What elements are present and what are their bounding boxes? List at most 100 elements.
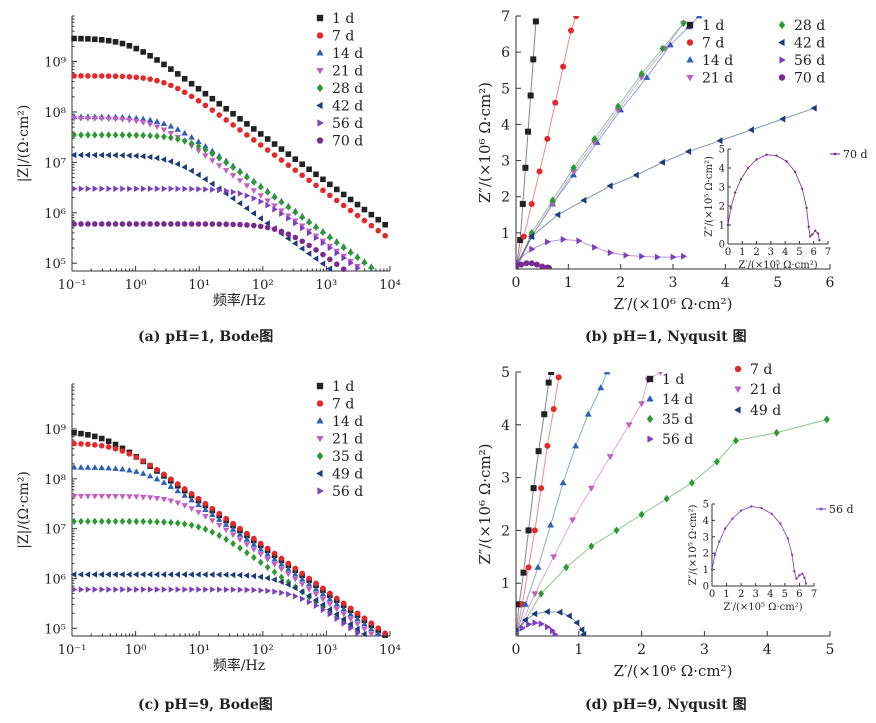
data-point [265, 202, 271, 209]
inset-y-tick-label: 0 [703, 582, 709, 593]
data-point [161, 586, 168, 593]
legend-marker [734, 406, 741, 414]
data-point [319, 260, 326, 267]
data-point [243, 572, 250, 579]
data-point [361, 620, 368, 627]
data-point [375, 216, 382, 223]
data-point [92, 433, 98, 440]
data-point [625, 422, 633, 429]
data-point [174, 221, 181, 227]
data-point [313, 182, 319, 189]
data-point [105, 444, 112, 450]
data-point [298, 581, 306, 588]
data-point [202, 102, 209, 109]
data-point [85, 131, 91, 139]
data-point [174, 500, 181, 507]
legend-marker [317, 487, 324, 495]
data-point [188, 133, 195, 140]
legend-marker [317, 119, 324, 127]
data-point [105, 464, 112, 471]
data-point [85, 586, 92, 593]
legend-label: 21 d [750, 382, 781, 398]
data-point [285, 581, 291, 588]
data-point [271, 193, 278, 201]
data-point [313, 247, 319, 253]
data-point [278, 146, 285, 152]
data-point [271, 550, 278, 557]
y-tick-label: 6 [501, 45, 510, 61]
x-tick-label: 0 [512, 642, 521, 658]
series-35-d [71, 517, 361, 636]
data-point [264, 136, 271, 142]
data-point [174, 71, 181, 77]
data-point [257, 552, 264, 558]
data-point [578, 626, 585, 634]
data-point [592, 243, 599, 251]
data-point [105, 37, 112, 44]
data-point [264, 198, 271, 204]
data-point [70, 464, 78, 470]
data-point [603, 372, 611, 375]
data-point [133, 468, 140, 474]
data-point [174, 160, 181, 168]
series-line [516, 372, 608, 636]
data-point [188, 139, 195, 148]
series-line [516, 22, 684, 269]
data-point [306, 242, 312, 249]
data-point [257, 540, 264, 547]
legend-label: 49 d [332, 467, 363, 483]
data-point [146, 153, 153, 161]
data-point [528, 260, 535, 267]
series-56-d [516, 235, 688, 264]
data-point [532, 18, 539, 25]
data-point [292, 167, 299, 173]
data-point [71, 131, 77, 139]
legend-label: 28 d [794, 18, 825, 34]
inset-data-point [723, 527, 727, 530]
data-point [525, 564, 532, 571]
data-point [299, 238, 306, 245]
data-point [133, 45, 140, 52]
data-point [543, 608, 550, 616]
data-point [195, 97, 202, 104]
data-point [223, 105, 229, 112]
data-point [139, 470, 147, 476]
legend-label: 70 d [794, 71, 825, 87]
data-point [243, 536, 251, 542]
series-49-d [516, 608, 587, 636]
inset-data-point [713, 553, 717, 557]
data-point [340, 605, 347, 612]
data-point [518, 261, 525, 268]
data-point [98, 517, 105, 526]
data-point [559, 479, 567, 486]
data-point [71, 35, 77, 42]
data-point [264, 545, 271, 552]
data-point [271, 141, 278, 147]
data-point [217, 586, 223, 593]
data-point [354, 625, 360, 633]
data-point [113, 586, 119, 593]
data-point [244, 530, 250, 537]
data-point [85, 36, 91, 42]
data-point [120, 586, 126, 593]
inset-x-tick-label: 5 [782, 589, 788, 600]
data-point [257, 223, 264, 230]
x-tick-label: 1 [564, 275, 573, 291]
inset-data-point [733, 191, 737, 194]
data-point [375, 625, 382, 631]
data-point [195, 138, 202, 145]
data-point [91, 464, 99, 470]
data-point [257, 215, 263, 222]
data-point [732, 436, 739, 445]
data-point [222, 571, 229, 578]
data-point [264, 147, 271, 153]
inset-data-point [801, 572, 804, 575]
data-point [251, 586, 258, 594]
data-point [147, 462, 153, 469]
data-point [84, 464, 92, 470]
data-point [161, 471, 167, 478]
data-point [305, 250, 312, 257]
legend-marker [646, 395, 654, 402]
data-point [92, 221, 98, 227]
x-tick-label: 4 [763, 642, 772, 658]
